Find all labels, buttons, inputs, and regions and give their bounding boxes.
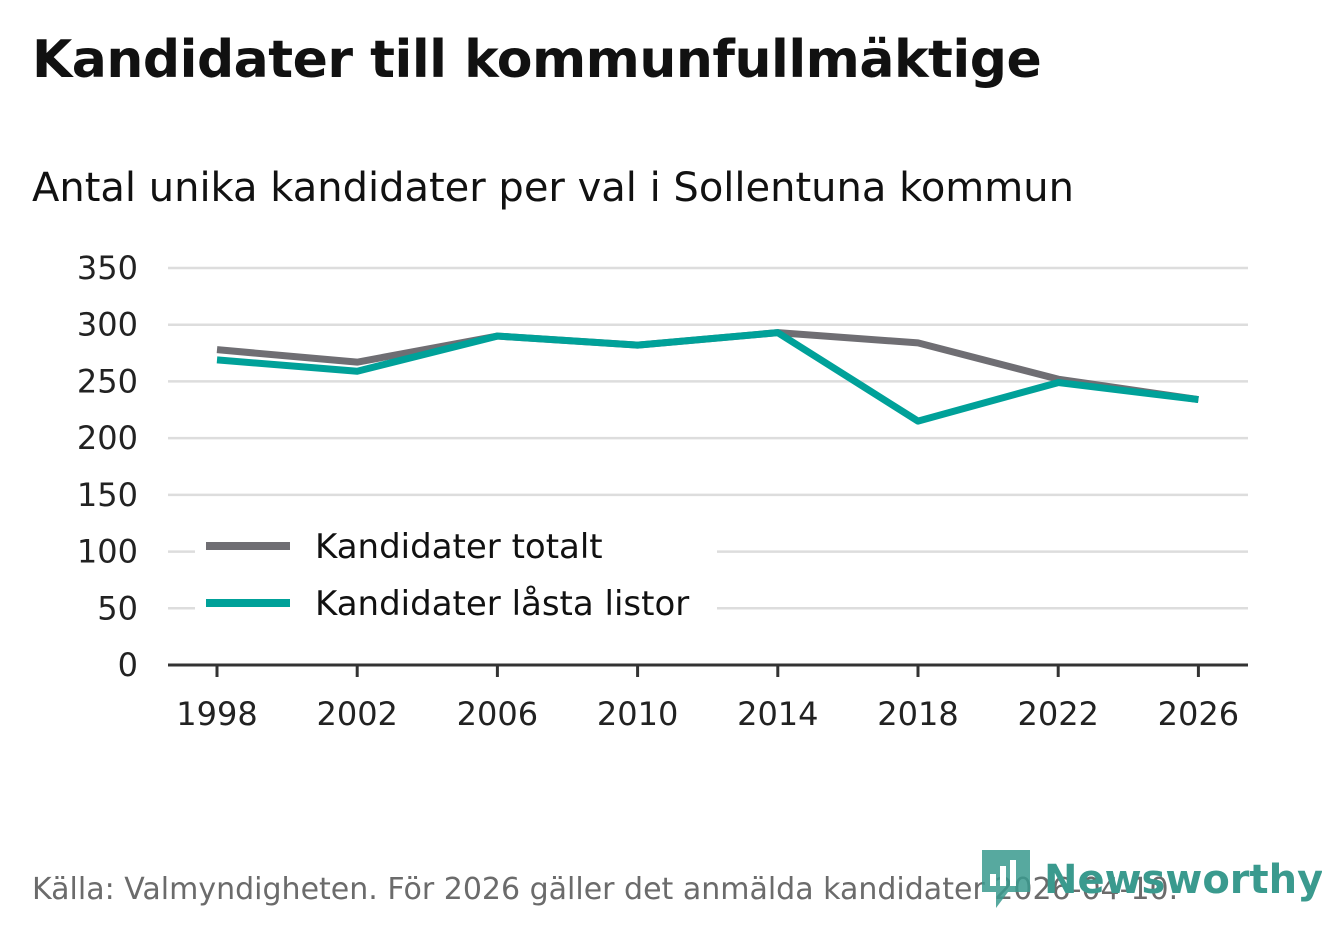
series-line-1 xyxy=(216,329,1199,425)
newsworthy-logo-icon xyxy=(982,850,1030,908)
chart-subtitle: Antal unika kandidater per val i Sollent… xyxy=(32,165,1074,211)
x-axis: 1998 2002 2006 2010 2014 2018 2022 2026 xyxy=(168,663,1248,733)
x-tick-label: 2022 xyxy=(1017,695,1098,733)
legend: Kandidater totalt Kandidater låsta listor xyxy=(195,518,717,636)
x-tick-label: 2014 xyxy=(737,695,818,733)
legend-label: Kandidater låsta listor xyxy=(315,584,689,624)
y-tick-label: 100 xyxy=(77,533,138,571)
x-tick-label: 2002 xyxy=(316,695,397,733)
y-tick-label: 50 xyxy=(97,589,138,627)
chart-title: Kandidater till kommunfullmäktige xyxy=(32,30,1042,90)
brand[interactable]: Newsworthy xyxy=(982,850,1322,910)
x-tick-label: 2018 xyxy=(877,695,958,733)
x-tick-label: 2026 xyxy=(1158,695,1239,733)
x-tick-label: 2006 xyxy=(457,695,538,733)
brand-name: Newsworthy xyxy=(1044,857,1322,903)
x-tick-label: 1998 xyxy=(176,695,257,733)
legend-label: Kandidater totalt xyxy=(315,527,603,567)
y-tick-label: 300 xyxy=(77,306,138,344)
y-tick-label: 350 xyxy=(77,249,138,287)
y-tick-label: 200 xyxy=(77,419,138,457)
y-axis-ticks: 0 50 100 150 200 250 300 350 xyxy=(77,249,138,684)
series-lines xyxy=(216,329,1199,425)
legend-background xyxy=(195,518,717,636)
y-tick-label: 0 xyxy=(118,646,138,684)
y-tick-label: 250 xyxy=(77,362,138,400)
x-tick-label: 2010 xyxy=(597,695,678,733)
y-tick-label: 150 xyxy=(77,476,138,514)
